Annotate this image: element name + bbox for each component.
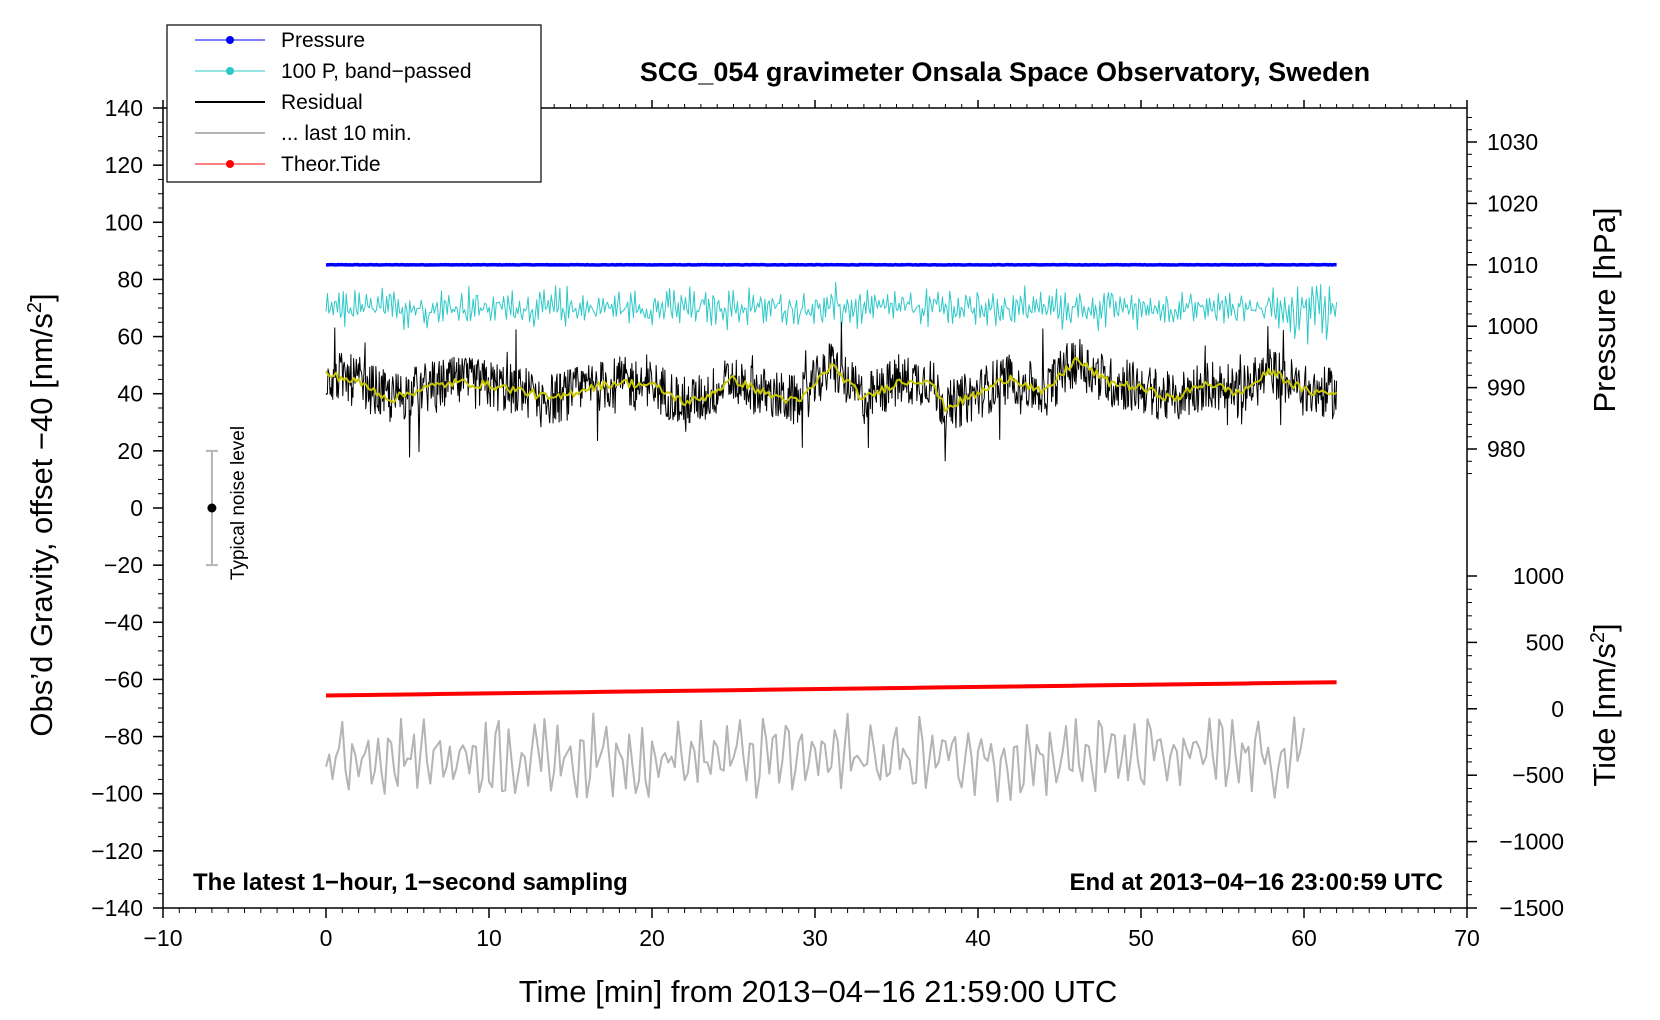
legend: Pressure 100 P, band−passed Residual ... la… — [166, 24, 542, 183]
tide-tick-label: −1500 — [1499, 895, 1564, 921]
legend-marker-4 — [226, 160, 234, 168]
x-tick-label: 0 — [320, 925, 333, 951]
x-tick-label: 10 — [476, 925, 502, 951]
pressure-tick-label: 1030 — [1487, 129, 1538, 155]
legend-label-2: Residual — [281, 91, 363, 114]
pressure-tick-labels: 980 990 1000 1010 1020 1030 — [1487, 129, 1538, 462]
pressure-tick-label: 980 — [1487, 436, 1525, 462]
x-tick-label: 50 — [1128, 925, 1154, 951]
y-tick-labels: −140 −120 −100 −80 −60 −40 −20 0 20 40 60 80 100 120 1… — [91, 95, 143, 921]
x-tick-label: −10 — [143, 925, 182, 951]
x-tick-label: 60 — [1291, 925, 1317, 951]
y-tick-label: 20 — [117, 438, 143, 464]
legend-label-1: 100 P, band−passed — [281, 60, 472, 83]
legend-box — [166, 24, 542, 183]
tide-axis-title-end: ] — [1587, 623, 1622, 632]
x-axis-title: Time [min] from 2013−04−16 21:59:00 UTC — [519, 974, 1118, 1009]
tide-tick-label: 500 — [1526, 629, 1564, 655]
legend-label-0: Pressure — [281, 29, 365, 52]
series-layer — [325, 262, 1338, 803]
tide-tick-label: −500 — [1512, 762, 1564, 788]
annotation-sampling: The latest 1−hour, 1−second sampling — [193, 869, 628, 896]
series-band-passed — [325, 281, 1338, 345]
legend-label-3: ... last 10 min. — [281, 122, 412, 145]
y-tick-label: 120 — [105, 152, 143, 178]
y-tick-label: 80 — [117, 266, 143, 292]
noise-bar-label: Typical noise level — [228, 426, 249, 580]
y-tick-label: −20 — [104, 552, 143, 578]
y-axis-title: Obs’d Gravity, offset −40 [nm/s2] — [24, 293, 59, 736]
tide-tick-label: 0 — [1551, 696, 1564, 722]
pressure-axis-title: Pressure [hPa] — [1587, 207, 1622, 412]
chart-title: SCG_054 gravimeter Onsala Space Observat… — [640, 57, 1370, 87]
y-tick-label: 60 — [117, 324, 143, 350]
y-axis-title-sup: 2 — [24, 302, 46, 313]
y-tick-label: −60 — [104, 666, 143, 692]
x-tick-label: 30 — [802, 925, 828, 951]
pressure-tick-label: 990 — [1487, 375, 1525, 401]
y-tick-label: 100 — [105, 209, 143, 235]
x-tick-label: 20 — [639, 925, 665, 951]
legend-marker-1 — [226, 67, 234, 75]
y-tick-label: −120 — [91, 838, 143, 864]
tide-tick-label: 1000 — [1513, 563, 1564, 589]
noise-bar-center — [207, 503, 217, 513]
tide-axis-title-sup: 2 — [1587, 632, 1609, 643]
series-last-10-min — [325, 712, 1305, 803]
y-tick-label: 140 — [105, 95, 143, 121]
tide-tick-labels: −1500 −1000 −500 0 500 1000 — [1499, 563, 1564, 921]
annotation-end-time: End at 2013−04−16 23:00:59 UTC — [1069, 869, 1443, 896]
series-theor-tide — [325, 680, 1337, 698]
y-tick-label: −100 — [91, 781, 143, 807]
axes-layer — [153, 100, 1477, 918]
series-residual — [325, 322, 1338, 462]
legend-label-4: Theor.Tide — [281, 153, 381, 176]
y-tick-label: 0 — [130, 495, 143, 521]
pressure-tick-label: 1010 — [1487, 252, 1538, 278]
tide-axis-title-main: Tide [nm/s — [1587, 643, 1622, 787]
series-residual-smoothed — [325, 356, 1338, 413]
y-tick-label: −40 — [104, 609, 143, 635]
y-tick-label: −80 — [104, 724, 143, 750]
y-tick-label: −140 — [91, 895, 143, 921]
legend-marker-0 — [226, 36, 234, 44]
y-axis-title-main: Obs’d Gravity, offset −40 [nm/s — [24, 313, 59, 737]
tide-axis-title: Tide [nm/s2] — [1587, 623, 1622, 786]
pressure-tick-label: 1020 — [1487, 190, 1538, 216]
y-tick-label: 40 — [117, 381, 143, 407]
pressure-tick-label: 1000 — [1487, 313, 1538, 339]
x-tick-label: 40 — [965, 925, 991, 951]
x-tick-label: 70 — [1454, 925, 1480, 951]
y-axis-title-end: ] — [24, 293, 59, 302]
x-tick-labels: −10 0 10 20 30 40 50 60 70 — [143, 925, 1479, 951]
noise-level-indicator: Typical noise level — [205, 426, 249, 580]
tide-tick-label: −1000 — [1499, 829, 1564, 855]
